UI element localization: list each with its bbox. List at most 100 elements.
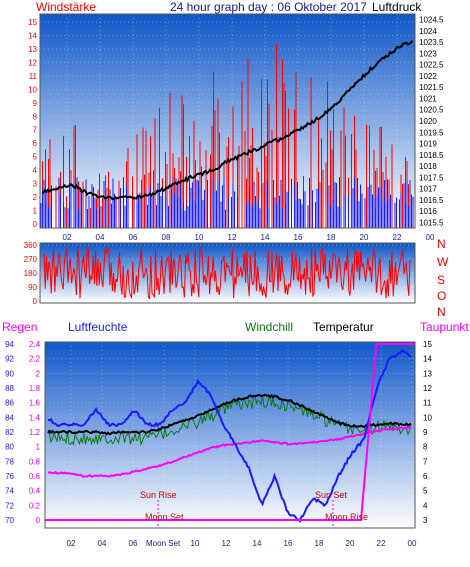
humidity-y-axis: 70 72 74 76 78 80 82 84 86 88 90 92 94: [5, 340, 14, 525]
humidity-y-tick-label: 90: [5, 369, 14, 378]
wind-y-tick-label: 13: [28, 45, 37, 54]
pressure-line: [41, 40, 414, 201]
temperature-y-tick-label: 9: [423, 428, 428, 437]
pressure-y-tick-label: 1018: [419, 162, 437, 171]
compass-label: N: [437, 305, 446, 319]
wind-x-tick-label: 04: [96, 233, 105, 242]
wind-y-tick-label: 15: [28, 18, 37, 27]
wind-x-tick-label: 16: [294, 233, 303, 242]
climate-x-tick-label: 18: [315, 539, 324, 548]
wind-y-tick-label: 1: [33, 207, 38, 216]
humidity-y-tick-label: 70: [5, 516, 14, 525]
moon-set-label: Moon Set: [145, 512, 184, 522]
humidity-y-tick-label: 94: [5, 340, 14, 349]
pressure-y-tick-label: 1017.5: [419, 173, 444, 182]
climate-x-tick-label: 02: [67, 539, 76, 548]
pressure-series: [41, 40, 414, 201]
rain-y-tick-label: 2.4: [29, 340, 41, 349]
wind-x-tick-label: 00: [426, 233, 435, 242]
climate-x-tick-label: 00: [408, 539, 417, 548]
wind-y-tick-label: 4: [33, 166, 38, 175]
sun-set-label: Sun Set: [315, 490, 348, 500]
wind-axis-label: Windstärke: [36, 0, 96, 14]
humidity-y-tick-label: 72: [5, 501, 14, 510]
climate-x-tick-label: 14: [253, 539, 262, 548]
legend-regen: Regen: [2, 320, 37, 334]
temperature-y-tick-label: 5: [423, 487, 428, 496]
pressure-y-tick-label: 1019: [419, 140, 437, 149]
wind-y-tick-label: 9: [33, 99, 38, 108]
pressure-y-tick-label: 1023: [419, 49, 437, 58]
legend-temperatur: Temperatur: [313, 320, 374, 334]
pressure-y-tick-label: 1018.5: [419, 151, 444, 160]
wind-x-tick-label: 06: [129, 233, 138, 242]
wind-x-tick-label: 12: [228, 233, 237, 242]
compass-label: O: [437, 289, 446, 303]
pressure-y-axis: 1015.5 1016 1016.5 1017 1017.5 1018 1018.5 1019…: [419, 16, 444, 228]
climate-x-tick-label: 20: [346, 539, 355, 548]
temperature-y-tick-label: 10: [423, 413, 432, 422]
wind-series: [40, 44, 414, 228]
moon-rise-label: Moon Rise: [325, 512, 368, 522]
pressure-y-tick-label: 1020.5: [419, 106, 444, 115]
wind-y-tick-label: 14: [28, 31, 37, 40]
rain-y-tick-label: 1.8: [29, 384, 41, 393]
humidity-y-tick-label: 80: [5, 443, 14, 452]
direction-plot-frame: [39, 242, 416, 304]
direction-y-axis: 0 90 180 270 360: [24, 241, 38, 306]
temperature-y-tick-label: 6: [423, 472, 428, 481]
wind-y-tick-label: 6: [33, 139, 38, 148]
humidity-y-tick-label: 78: [5, 457, 14, 466]
direction-y-tick-label: 180: [24, 269, 38, 278]
compass-label: S: [437, 273, 445, 287]
pressure-y-tick-label: 1015.5: [419, 218, 444, 227]
humidity-y-tick-label: 86: [5, 399, 14, 408]
wind-x-tick-label: 20: [360, 233, 369, 242]
wind-x-tick-label: 18: [327, 233, 336, 242]
climate-x-tick-label: 04: [98, 539, 107, 548]
temperature-y-tick-label: 15: [423, 340, 432, 349]
temperature-y-tick-label: 12: [423, 384, 432, 393]
humidity-y-tick-label: 92: [5, 355, 14, 364]
humidity-line: [47, 349, 412, 524]
wind-y-tick-label: 2: [33, 193, 38, 202]
compass-label: W: [437, 255, 449, 269]
pressure-y-tick-label: 1016.5: [419, 196, 444, 205]
direction-line: [43, 246, 411, 300]
climate-series: [45, 343, 415, 524]
direction-y-tick-label: 0: [33, 297, 38, 306]
chart-title: 24 hour graph day : 06 Oktober 2017: [170, 0, 367, 14]
pressure-y-tick-label: 1017: [419, 185, 437, 194]
humidity-y-tick-label: 88: [5, 384, 14, 393]
legend-luftfeuchte: Luftfeuchte: [68, 320, 128, 334]
direction-y-tick-label: 360: [24, 241, 38, 250]
rain-y-tick-label: 2.2: [29, 355, 41, 364]
pressure-y-tick-label: 1022.5: [419, 61, 444, 70]
temperature-y-axis: 3 4 5 6 7 8 9 10 11 12 13 14 15: [423, 340, 432, 525]
pressure-y-tick-label: 1019.5: [419, 128, 444, 137]
direction-y-tick-label: 270: [24, 255, 38, 264]
pressure-y-tick-label: 1024.5: [419, 16, 444, 25]
pressure-y-tick-label: 1022: [419, 72, 437, 81]
rain-y-tick-label: 0.2: [29, 501, 41, 510]
temperature-y-tick-label: 3: [423, 516, 428, 525]
climate-x-tick-label: 16: [284, 539, 293, 548]
humidity-y-tick-label: 84: [5, 413, 14, 422]
rain-y-tick-label: 2: [36, 369, 41, 378]
wind-y-tick-label: 5: [33, 153, 38, 162]
direction-series: [43, 246, 411, 300]
wind-x-tick-label: 22: [393, 233, 402, 242]
humidity-y-tick-label: 76: [5, 472, 14, 481]
wind-x-tick-label: 10: [195, 233, 204, 242]
wind-x-tick-label: 14: [261, 233, 270, 242]
pressure-axis-label: Luftdruck: [372, 0, 422, 14]
temperature-y-tick-label: 8: [423, 443, 428, 452]
legend-taupunkt: Taupunkt: [420, 320, 469, 334]
rain-y-tick-label: 1.6: [29, 399, 41, 408]
temperature-y-tick-label: 4: [423, 501, 428, 510]
climate-x-axis: 02 04 06 10 12 14 16 18 20 22 00: [67, 539, 417, 548]
